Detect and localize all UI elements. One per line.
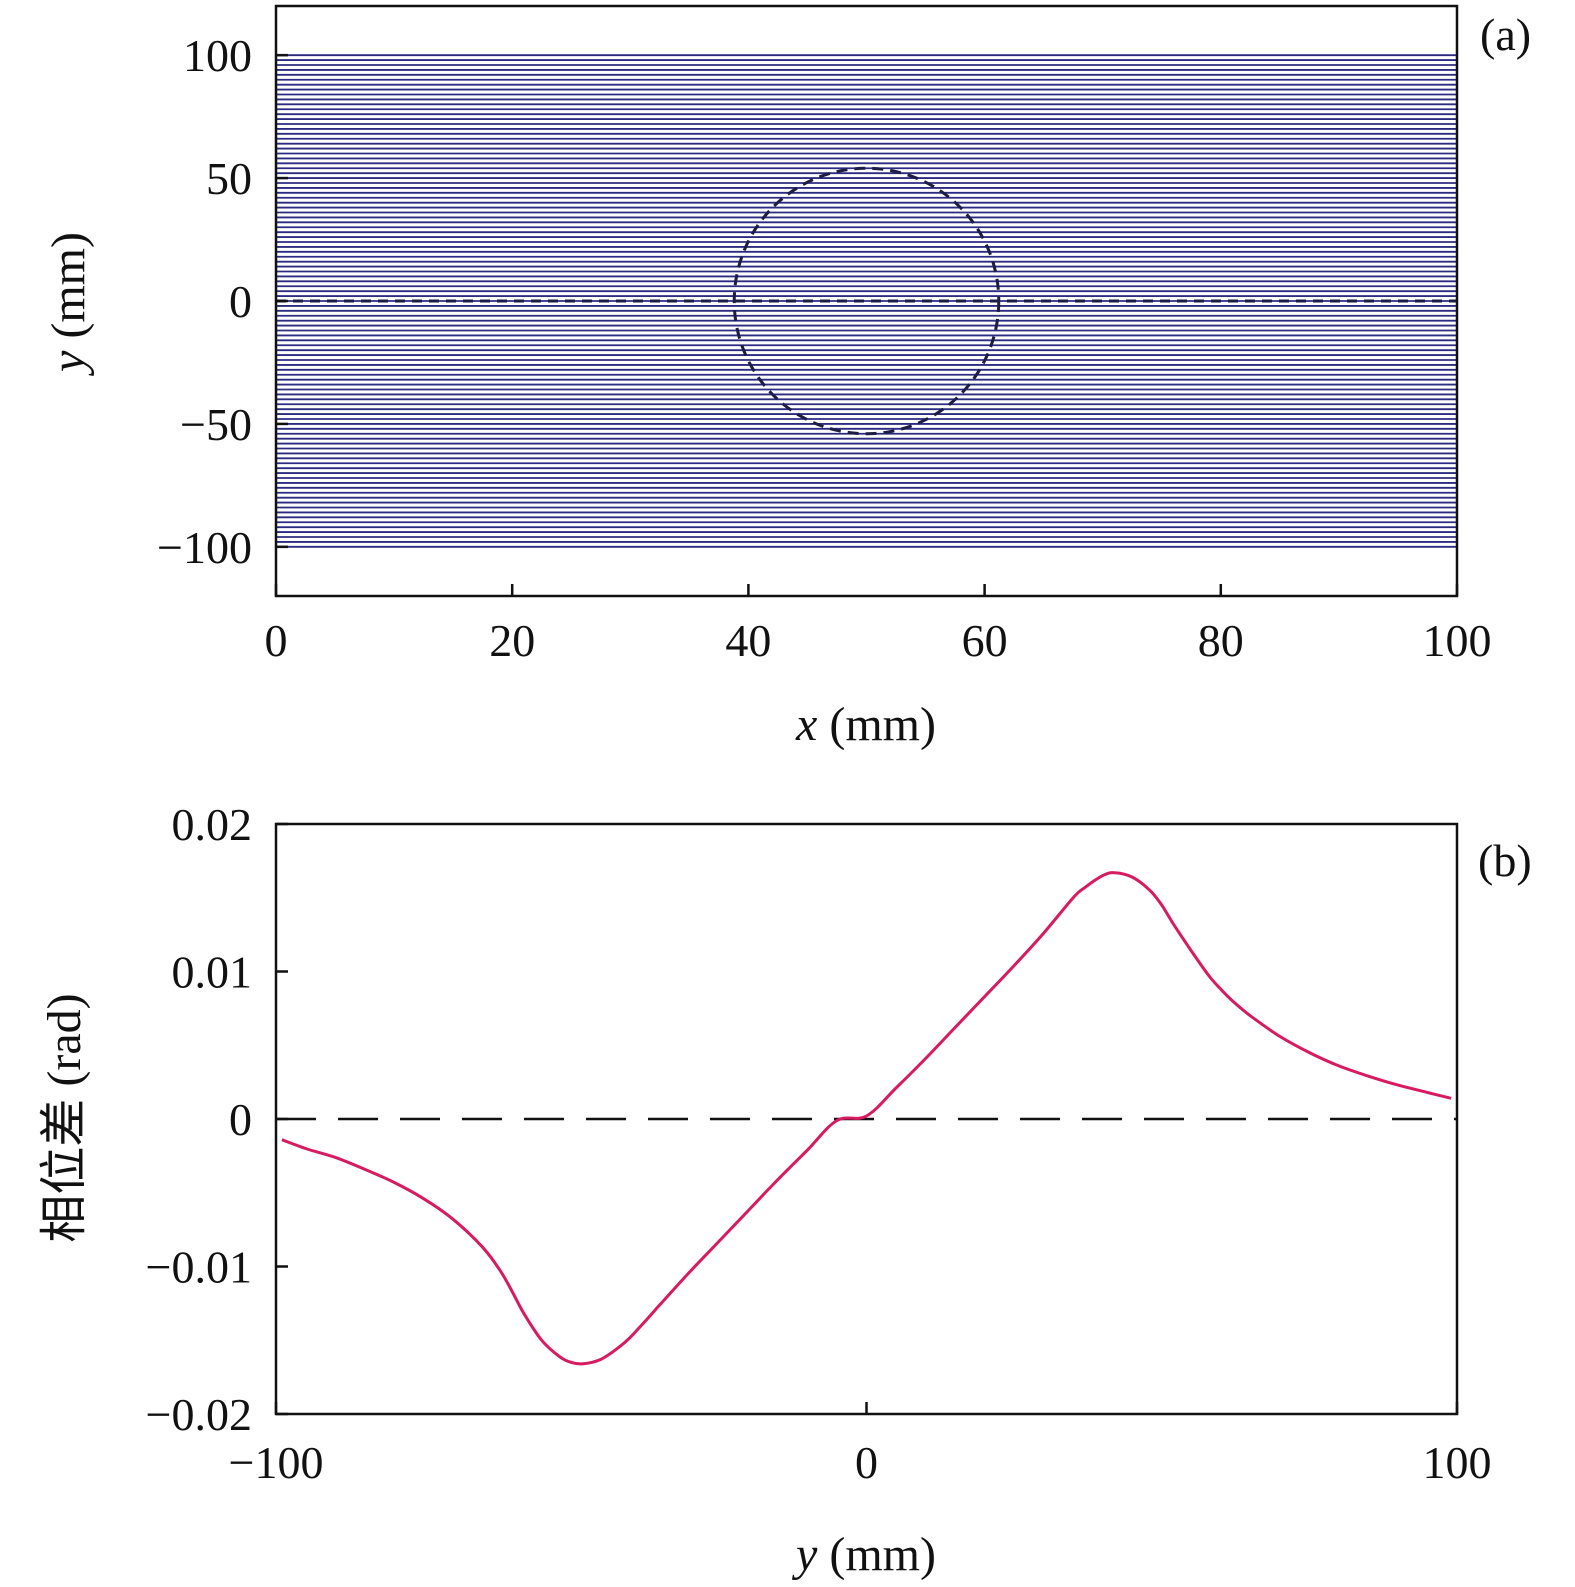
a-x-tick-label: 20 <box>489 615 535 666</box>
panel-b: −100 0 100 0.020.010−0.01−0.02 (b) y (mm) … <box>38 799 1532 1581</box>
a-horizontal-lines <box>276 54 1457 548</box>
a-y-tick-label: 50 <box>206 153 252 204</box>
b-x-axis-label: y (mm) <box>791 1528 936 1581</box>
b-x-ticks: −100 0 100 <box>229 1402 1492 1488</box>
a-x-tick-label: 0 <box>265 615 288 666</box>
a-y-tick-label: −100 <box>157 522 252 573</box>
b-x-tick-label: −100 <box>229 1437 324 1488</box>
b-x-tick-label: 100 <box>1423 1437 1492 1488</box>
a-x-ticks: 0 20 40 60 80 100 <box>265 584 1492 666</box>
a-y-tick-label: 0 <box>229 276 252 327</box>
a-dashed-circle <box>732 166 1001 436</box>
a-y-ticks: 100 50 0 −50 −100 <box>157 30 288 573</box>
a-y-tick-label: 100 <box>183 30 252 81</box>
b-y-axis-label: 相位差 (rad) <box>38 993 91 1242</box>
b-y-tick-label: −0.02 <box>146 1389 252 1440</box>
b-y-ticks: 0.02 0.01 0 −0.01 −0.02 <box>146 799 288 1440</box>
b-x-tick-label: 0 <box>855 1437 878 1488</box>
b-y-tick-label: 0 <box>229 1094 252 1145</box>
a-x-tick-label: 100 <box>1423 615 1492 666</box>
a-panel-label: (a) <box>1480 9 1531 60</box>
a-y-tick-label: −50 <box>180 399 252 450</box>
a-x-tick-label: 80 <box>1198 615 1244 666</box>
b-panel-label: (b) <box>1478 835 1532 886</box>
b-y-tick-label: −0.01 <box>146 1242 252 1293</box>
a-x-axis-label: x (mm) <box>795 698 936 751</box>
b-y-tick-label: 0.02 <box>172 799 253 850</box>
b-y-tick-label: 0.01 <box>172 947 253 998</box>
a-x-tick-label: 40 <box>725 615 771 666</box>
a-y-axis-label: y (mm) <box>42 232 95 377</box>
b-phase-difference-curve <box>281 871 1452 1366</box>
panel-a: 0 20 40 60 80 100 100 50 0 −50 −100 (a) x (mm) y … <box>42 4 1531 751</box>
a-x-tick-label: 60 <box>962 615 1008 666</box>
